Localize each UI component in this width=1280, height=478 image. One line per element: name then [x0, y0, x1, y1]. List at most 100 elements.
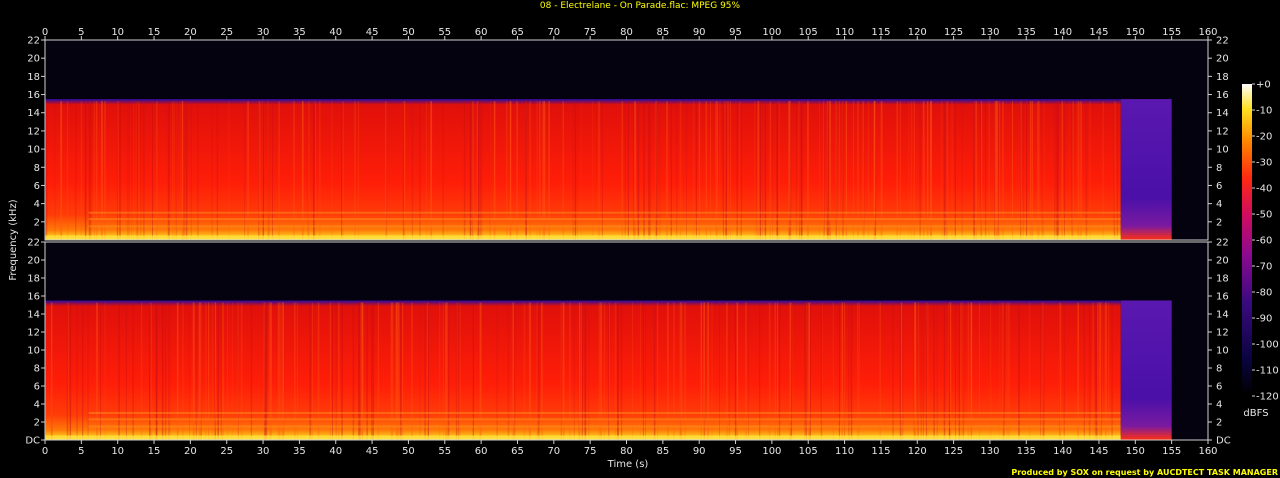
spectral-streak	[564, 302, 565, 440]
spectral-streak	[598, 101, 600, 240]
spectrogram-panel-upper	[45, 40, 1208, 240]
spectral-streak	[915, 302, 917, 440]
colorbar-tick-label: -120	[1256, 392, 1279, 403]
spectral-streak	[821, 302, 823, 440]
colorbar-tick-label: -100	[1256, 340, 1279, 351]
spectral-streak	[925, 302, 927, 440]
x-tick-label: 50	[402, 446, 415, 457]
spectral-streak	[205, 302, 207, 440]
spectral-streak	[1012, 101, 1013, 240]
spectral-streak	[614, 302, 617, 440]
x-tick-label: 120	[908, 446, 927, 457]
spectral-streak	[262, 101, 263, 240]
spectral-streak	[168, 101, 170, 240]
x-tick-label: 75	[584, 446, 597, 457]
x-tick-label: 100	[762, 27, 781, 38]
spectral-streak	[283, 302, 285, 440]
chart-title: 08 - Electrelane - On Parade.flac: MPEG …	[540, 1, 741, 11]
spectral-streak	[592, 101, 594, 240]
x-tick-label: 115	[871, 446, 890, 457]
y-tick-label: 2	[34, 217, 40, 228]
y-tick-label: 18	[27, 274, 40, 285]
spectral-streak	[80, 101, 83, 240]
spectral-streak	[853, 101, 854, 240]
spectral-streak	[995, 101, 997, 240]
spectral-streak	[857, 101, 859, 240]
spectral-streak	[1059, 302, 1060, 440]
x-tick-label: 140	[1053, 446, 1072, 457]
spectral-streak	[192, 302, 195, 440]
spectral-streak	[639, 302, 641, 440]
harmonic-row	[88, 211, 1121, 214]
spectral-streak	[710, 101, 711, 240]
spectral-streak	[999, 302, 1001, 440]
spectral-streak	[244, 101, 246, 240]
x-tick-label: 30	[257, 446, 270, 457]
spectral-streak	[214, 302, 217, 440]
spectral-streak	[76, 302, 78, 440]
spectral-streak	[598, 302, 600, 440]
y-tick-label: 22	[1216, 238, 1229, 249]
spectral-streak	[910, 101, 913, 240]
spectral-streak	[1089, 302, 1091, 440]
spectral-streak	[149, 302, 151, 440]
harmonic-row	[88, 418, 1121, 421]
spectral-streak	[576, 101, 578, 240]
spectral-streak	[958, 302, 960, 440]
spectral-streak	[574, 101, 577, 240]
spectral-streak	[216, 101, 219, 240]
spectral-streak	[776, 101, 778, 240]
x-tick-label: 95	[729, 27, 742, 38]
spectral-streak	[222, 302, 224, 440]
x-tick-label: 110	[835, 27, 854, 38]
spectral-streak	[341, 101, 343, 240]
spectral-streak	[789, 101, 790, 240]
spectral-streak	[844, 302, 846, 440]
spectral-streak	[820, 302, 822, 440]
spectral-streak	[643, 101, 645, 240]
spectral-streak	[332, 302, 333, 440]
x-tick-label: 105	[799, 446, 818, 457]
spectral-streak	[402, 101, 405, 240]
spectrogram-panel-lower	[45, 242, 1208, 440]
spectral-streak	[881, 101, 883, 240]
spectral-streak	[727, 302, 728, 440]
spectral-streak	[125, 302, 127, 440]
spectral-streak	[980, 101, 982, 240]
spectral-streak	[681, 302, 683, 440]
spectral-streak	[728, 302, 730, 440]
spectral-streak	[200, 302, 202, 440]
spectral-streak	[863, 101, 865, 240]
spectral-streak	[1085, 101, 1088, 240]
spectral-streak	[653, 302, 656, 440]
spectral-streak	[136, 101, 138, 240]
spectral-streak	[1042, 302, 1045, 440]
spectral-streak	[679, 302, 682, 440]
spectral-streak	[175, 101, 177, 240]
spectral-streak	[211, 302, 214, 440]
spectral-streak	[582, 302, 584, 440]
spectral-streak	[799, 101, 801, 240]
spectral-streak	[730, 101, 731, 240]
spectral-streak	[354, 101, 356, 240]
spectral-streak	[66, 302, 68, 440]
y-tick-label: 16	[1216, 292, 1229, 303]
spectral-streak	[307, 101, 309, 240]
spectral-streak	[240, 302, 243, 440]
x-tick-label: 125	[944, 446, 963, 457]
spectral-streak	[267, 101, 270, 240]
spectral-streak	[698, 101, 701, 240]
spectral-streak	[862, 101, 864, 240]
spectral-streak	[493, 101, 496, 240]
harmonic-row	[88, 425, 1121, 428]
spectral-streak	[1097, 302, 1099, 440]
spectral-streak	[329, 302, 331, 440]
spectral-streak	[1028, 302, 1031, 440]
spectral-streak	[96, 302, 98, 440]
x-tick-label: 55	[438, 27, 451, 38]
spectral-streak	[69, 302, 72, 440]
spectral-streak	[181, 101, 184, 240]
spectral-streak	[990, 302, 992, 440]
spectral-streak	[1071, 101, 1072, 240]
y-tick-label: 2	[1216, 418, 1222, 429]
